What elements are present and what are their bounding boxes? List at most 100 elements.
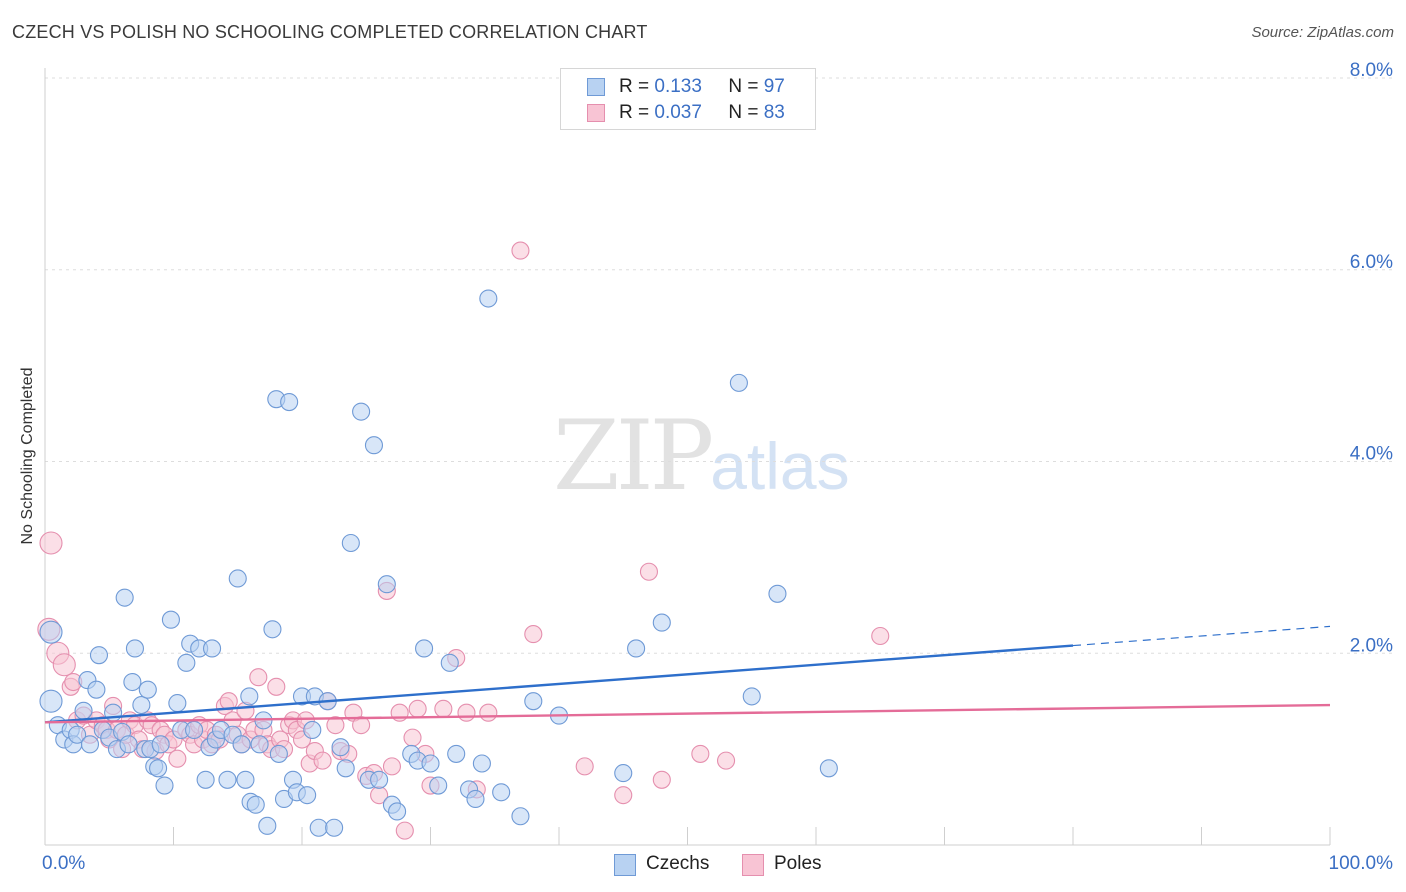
point-poles bbox=[39, 531, 63, 555]
legend-r-label: R = bbox=[619, 102, 655, 123]
bottom-legend-swatch-poles bbox=[742, 854, 764, 876]
y-axis-title: No Schooling Completed bbox=[19, 367, 36, 545]
watermark: ZIPatlas bbox=[553, 400, 850, 512]
legend-swatch-poles bbox=[587, 104, 605, 122]
point-czechs bbox=[298, 786, 317, 805]
y-tick-label: 8.0% bbox=[1350, 60, 1393, 81]
y-tick-label: 6.0% bbox=[1350, 252, 1393, 273]
point-czechs bbox=[80, 735, 100, 754]
point-czechs bbox=[236, 770, 255, 789]
point-czechs bbox=[447, 744, 466, 763]
point-czechs bbox=[352, 402, 371, 421]
legend-swatch-czechs bbox=[587, 78, 605, 96]
point-poles bbox=[434, 699, 453, 718]
point-czechs bbox=[325, 818, 344, 837]
point-czechs bbox=[149, 759, 168, 778]
point-czechs bbox=[228, 569, 247, 588]
point-czechs bbox=[39, 689, 63, 713]
point-poles bbox=[267, 677, 286, 696]
point-czechs bbox=[89, 646, 109, 665]
point-czechs bbox=[370, 770, 389, 789]
point-poles bbox=[395, 821, 414, 840]
point-poles bbox=[408, 699, 427, 718]
point-czechs bbox=[246, 795, 265, 814]
point-poles bbox=[249, 668, 268, 687]
point-czechs bbox=[138, 680, 157, 699]
point-czechs bbox=[421, 754, 440, 773]
legend-n-label: N = bbox=[728, 76, 764, 97]
point-poles bbox=[52, 653, 76, 677]
legend-n-value: 97 bbox=[763, 76, 785, 97]
point-czechs bbox=[492, 783, 511, 802]
x-tick-label: 0.0% bbox=[42, 853, 85, 874]
point-poles bbox=[575, 757, 594, 776]
point-czechs bbox=[68, 725, 87, 744]
point-czechs bbox=[377, 575, 396, 594]
point-poles bbox=[313, 751, 332, 770]
point-czechs bbox=[269, 744, 288, 763]
point-czechs bbox=[232, 735, 251, 754]
point-poles bbox=[871, 626, 890, 646]
point-czechs bbox=[123, 672, 142, 692]
legend-stats-poles: R = 0.037 N = 83 bbox=[619, 102, 785, 124]
point-czechs bbox=[303, 720, 322, 740]
point-czechs bbox=[218, 770, 237, 789]
point-czechs bbox=[388, 802, 407, 821]
point-czechs bbox=[125, 639, 144, 658]
point-czechs bbox=[115, 588, 134, 607]
point-czechs bbox=[177, 653, 196, 672]
legend-n-label: N = bbox=[728, 102, 764, 123]
point-czechs bbox=[250, 735, 269, 754]
point-czechs bbox=[161, 610, 180, 629]
legend-box: R = 0.133 N = 97 R = 0.037 N = 83 bbox=[560, 68, 816, 130]
point-czechs bbox=[336, 759, 355, 778]
point-poles bbox=[511, 241, 530, 260]
point-czechs bbox=[196, 770, 215, 789]
point-czechs bbox=[524, 692, 543, 711]
point-poles bbox=[716, 751, 736, 770]
point-czechs bbox=[263, 620, 282, 639]
point-czechs bbox=[614, 764, 633, 783]
point-czechs bbox=[627, 639, 646, 658]
point-czechs bbox=[119, 735, 138, 754]
bottom-legend-swatch-czechs bbox=[614, 854, 636, 876]
point-czechs bbox=[768, 584, 787, 603]
chart-source: Source: ZipAtlas.com bbox=[1251, 24, 1394, 41]
bottom-legend-label-poles: Poles bbox=[774, 853, 822, 874]
y-tick-label: 2.0% bbox=[1350, 635, 1393, 656]
legend-r-value: 0.133 bbox=[654, 76, 702, 97]
point-czechs bbox=[331, 738, 350, 757]
point-czechs bbox=[39, 620, 63, 644]
point-czechs bbox=[74, 701, 93, 720]
point-czechs bbox=[466, 789, 485, 809]
point-czechs bbox=[309, 818, 328, 837]
point-poles bbox=[352, 716, 371, 735]
point-czechs bbox=[415, 639, 434, 658]
point-czechs bbox=[819, 759, 838, 778]
point-czechs bbox=[652, 613, 671, 632]
point-czechs bbox=[511, 807, 530, 826]
point-czechs bbox=[185, 720, 204, 740]
point-czechs bbox=[440, 653, 459, 672]
point-poles bbox=[652, 770, 671, 789]
point-czechs bbox=[429, 776, 448, 795]
point-czechs bbox=[155, 776, 174, 795]
point-czechs bbox=[742, 687, 761, 706]
point-czechs bbox=[479, 289, 498, 308]
point-poles bbox=[382, 757, 402, 776]
point-poles bbox=[691, 744, 710, 763]
legend-stats-czechs: R = 0.133 N = 97 bbox=[619, 76, 785, 98]
point-czechs bbox=[280, 393, 299, 412]
bottom-legend-label-czechs: Czechs bbox=[646, 853, 710, 874]
trend-line-poles bbox=[44, 703, 1331, 724]
point-czechs bbox=[168, 694, 187, 713]
chart-title: CZECH VS POLISH NO SCHOOLING COMPLETED C… bbox=[12, 22, 648, 42]
legend-n-value: 83 bbox=[763, 102, 785, 123]
trend-line-czechs bbox=[44, 644, 1074, 724]
point-czechs bbox=[132, 695, 151, 715]
point-poles bbox=[403, 728, 422, 747]
point-czechs bbox=[151, 735, 170, 754]
point-poles bbox=[168, 749, 187, 768]
point-czechs bbox=[472, 754, 491, 773]
legend-r-value: 0.037 bbox=[654, 102, 702, 123]
